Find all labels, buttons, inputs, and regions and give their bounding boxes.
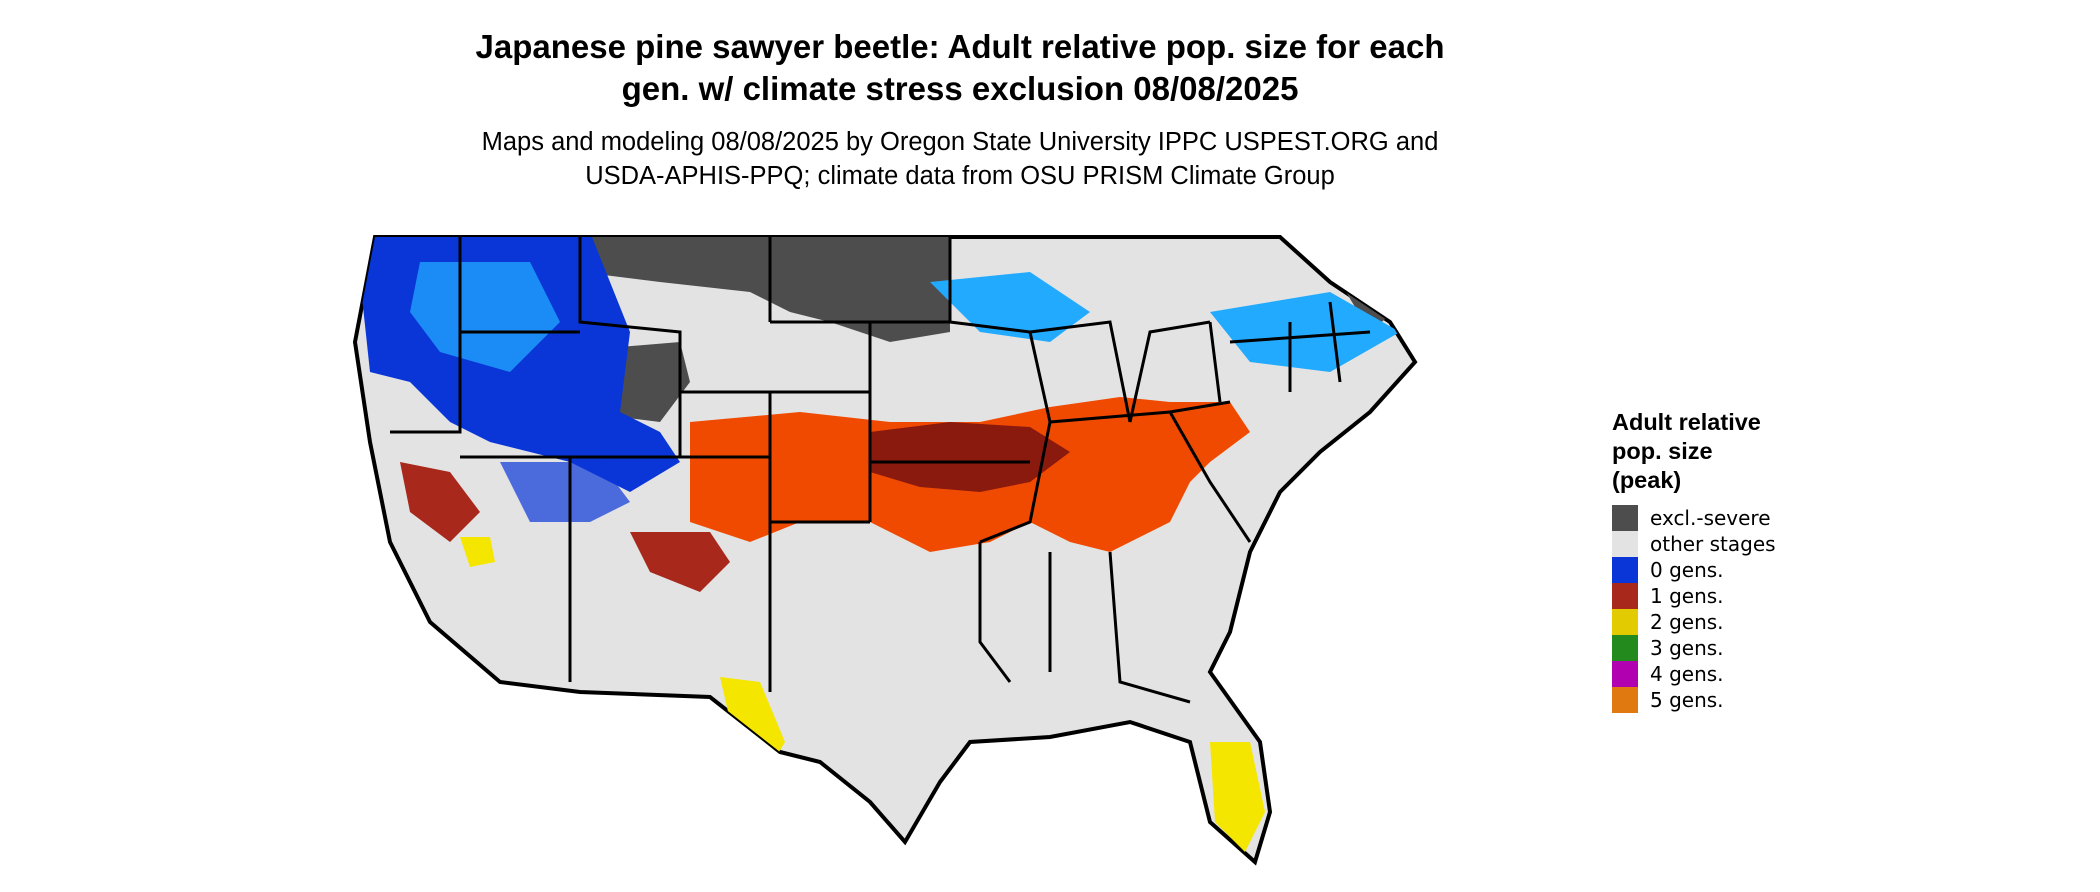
legend: Adult relative pop. size (peak) excl.-se…	[1612, 408, 1842, 713]
map-subtitle: Maps and modeling 08/08/2025 by Oregon S…	[370, 125, 1550, 193]
legend-label: 5 gens.	[1650, 688, 1724, 712]
legend-label: 3 gens.	[1650, 636, 1724, 660]
excl-severe-region-north	[530, 237, 950, 342]
legend-label: 0 gens.	[1650, 558, 1724, 582]
legend-swatch	[1612, 609, 1638, 635]
one-gen-region-california	[400, 462, 480, 542]
legend-title-line-3: (peak)	[1612, 467, 1682, 493]
legend-label: 4 gens.	[1650, 662, 1724, 686]
zero-gens-light-region-northwest	[410, 262, 560, 372]
legend-items: excl.-severe other stages 0 gens. 1 gens…	[1612, 505, 1842, 713]
legend-item-other-stages: other stages	[1612, 531, 1842, 557]
two-gens-region-southwest	[460, 537, 495, 567]
legend-swatch	[1612, 661, 1638, 687]
legend-item-4-gens: 4 gens.	[1612, 661, 1842, 687]
legend-title-line-2: pop. size	[1612, 438, 1713, 464]
two-gens-region-florida	[1210, 742, 1265, 852]
legend-label: 2 gens.	[1650, 610, 1724, 634]
legend-label: 1 gens.	[1650, 584, 1724, 608]
subtitle-line-1: Maps and modeling 08/08/2025 by Oregon S…	[481, 128, 1439, 156]
zero-gens-region-southwest	[500, 462, 630, 522]
legend-item-2-gens: 2 gens.	[1612, 609, 1842, 635]
legend-swatch	[1612, 505, 1638, 531]
us-map	[352, 235, 1418, 866]
title-line-1: Japanese pine sawyer beetle: Adult relat…	[475, 28, 1445, 65]
legend-swatch	[1612, 687, 1638, 713]
legend-title: Adult relative pop. size (peak)	[1612, 408, 1842, 495]
subtitle-line-2: USDA-APHIS-PPQ; climate data from OSU PR…	[585, 162, 1335, 190]
legend-item-3-gens: 3 gens.	[1612, 635, 1842, 661]
legend-swatch	[1612, 557, 1638, 583]
map-title: Japanese pine sawyer beetle: Adult relat…	[370, 26, 1550, 110]
excl-severe-region-wyoming	[620, 342, 690, 422]
legend-item-0-gens: 0 gens.	[1612, 557, 1842, 583]
legend-item-5-gens: 5 gens.	[1612, 687, 1842, 713]
state-boundaries	[390, 237, 1371, 704]
legend-swatch	[1612, 583, 1638, 609]
legend-item-1-gens: 1 gens.	[1612, 583, 1842, 609]
zero-gens-region-northeast	[1210, 292, 1400, 372]
one-gen-core-region	[870, 422, 1070, 492]
legend-label: excl.-severe	[1650, 506, 1771, 530]
legend-swatch	[1612, 635, 1638, 661]
zero-gens-region-great-lakes	[930, 272, 1090, 342]
title-line-2: gen. w/ climate stress exclusion 08/08/2…	[621, 70, 1299, 107]
one-gen-region-texas-west	[630, 532, 730, 592]
legend-label: other stages	[1650, 532, 1776, 556]
legend-swatch	[1612, 531, 1638, 557]
legend-title-line-1: Adult relative	[1612, 409, 1761, 435]
legend-item-excl-severe: excl.-severe	[1612, 505, 1842, 531]
